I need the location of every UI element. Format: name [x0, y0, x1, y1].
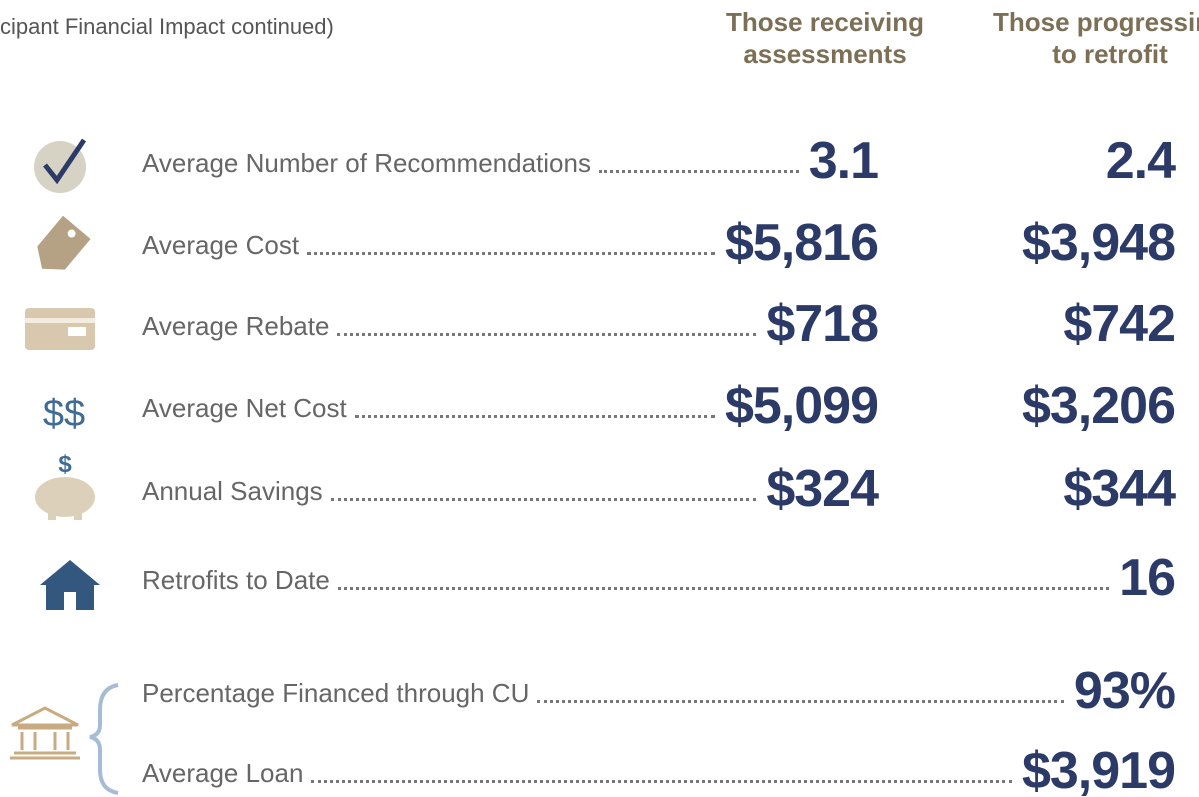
row-label: Average Net Cost: [142, 390, 719, 424]
row-label: Average Number of Recommendations: [142, 145, 803, 179]
label-text: Average Cost: [142, 230, 300, 260]
row-value: 3.1: [808, 132, 879, 190]
brace: [89, 683, 119, 795]
card-box: [68, 327, 86, 336]
leader-dots: [537, 700, 1064, 703]
row-value: $344: [1063, 460, 1176, 518]
row-value: 2.4: [1105, 132, 1176, 190]
bank-icon: [10, 706, 80, 760]
label-text: Percentage Financed through CU: [142, 678, 530, 708]
leader-dots: [598, 170, 799, 173]
dollar-icon: $$: [43, 393, 85, 435]
label-text: Average Loan: [142, 758, 304, 788]
column-header: Those receiving assessments: [726, 7, 924, 69]
coin-icon: $: [58, 451, 72, 478]
column-header: Those progressing to retrofit: [992, 7, 1199, 69]
row-label: Percentage Financed through CU: [142, 675, 1068, 709]
row-value: $742: [1063, 295, 1176, 353]
label-text: Annual Savings: [142, 476, 323, 506]
leader-dots: [307, 252, 715, 255]
label-text: Average Rebate: [142, 311, 330, 341]
row-value: $5,099: [724, 377, 879, 435]
tag-icon: [37, 215, 91, 270]
row-value: $3,919: [1021, 742, 1176, 797]
piggy-leg: [48, 508, 56, 520]
house-icon: [40, 560, 100, 610]
row-value: 16: [1119, 549, 1176, 607]
row-label: Average Rebate: [142, 308, 760, 342]
piggy-leg: [74, 508, 82, 520]
row-label: Average Cost: [142, 227, 719, 261]
card-stripe: [25, 318, 95, 323]
leader-dots: [330, 498, 756, 501]
row-label: Average Loan: [142, 755, 1016, 789]
leader-dots: [337, 333, 756, 336]
row-label: Annual Savings: [142, 473, 760, 507]
icons: $$ $: [10, 138, 119, 795]
row-label: Retrofits to Date: [142, 562, 1113, 596]
label-text: Retrofits to Date: [142, 565, 330, 595]
row-value: $3,948: [1021, 214, 1176, 272]
row-value: $324: [766, 460, 879, 518]
house-door: [64, 592, 76, 610]
label-text: Average Number of Recommendations: [142, 148, 591, 178]
row-value: $3,206: [1021, 377, 1176, 435]
leader-dots: [311, 780, 1012, 783]
leader-dots: [337, 587, 1109, 590]
row-value: $718: [766, 295, 879, 353]
check-mark: [43, 138, 87, 185]
row-value: 93%: [1073, 662, 1176, 720]
label-text: Average Net Cost: [142, 393, 347, 423]
row-value: $5,816: [724, 214, 879, 272]
leader-dots: [354, 415, 715, 418]
piggy-icon: [35, 477, 95, 517]
page-title: cipant Financial Impact continued): [0, 14, 334, 39]
